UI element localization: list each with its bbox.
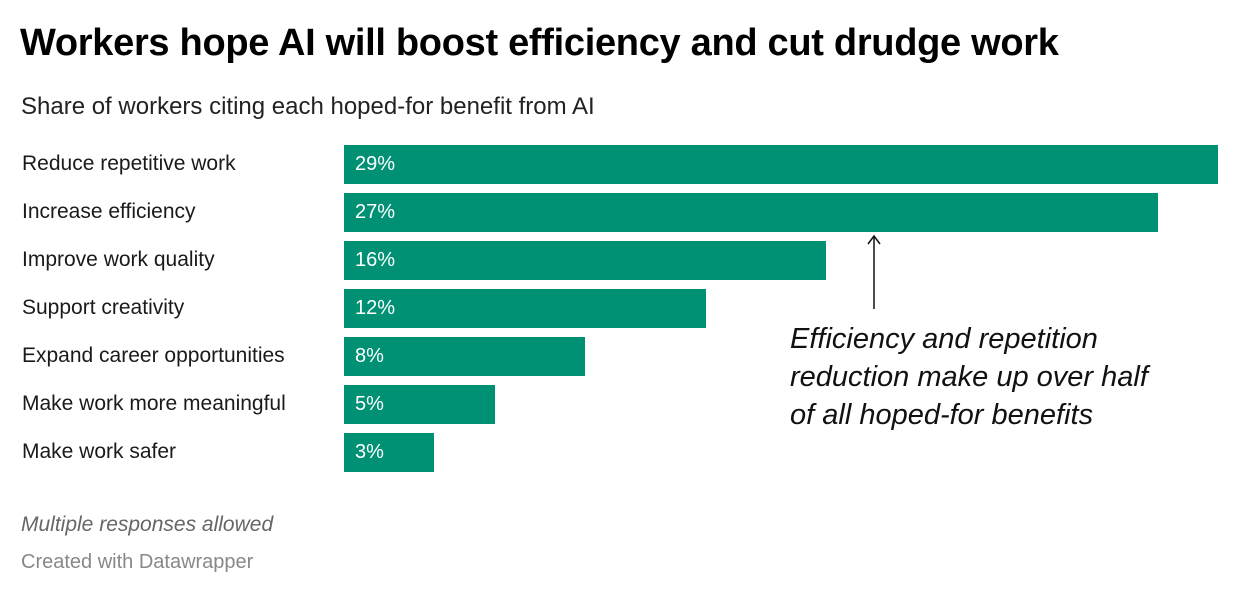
value-label: 29% <box>355 153 396 175</box>
category-label: Increase efficiency <box>22 200 196 223</box>
category-label: Support creativity <box>22 296 185 319</box>
value-label: 12% <box>355 297 396 319</box>
bar <box>344 193 1158 232</box>
category-label: Reduce repetitive work <box>22 152 236 175</box>
value-label: 16% <box>355 249 396 271</box>
value-label: 27% <box>355 201 396 223</box>
bar <box>344 385 495 424</box>
category-label: Improve work quality <box>22 248 215 271</box>
bar <box>344 433 435 472</box>
bar <box>344 289 706 328</box>
chart-title: Workers hope AI will boost efficiency an… <box>20 22 1059 64</box>
value-label: 8% <box>355 345 384 367</box>
category-label: Expand career opportunities <box>22 344 285 367</box>
bar <box>344 241 827 280</box>
annotation-arrow-icon <box>867 234 881 309</box>
annotation-text: Efficiency and repetition reduction make… <box>790 323 1148 431</box>
bar <box>344 337 586 376</box>
value-label: 3% <box>355 441 384 463</box>
chart-note: Multiple responses allowed <box>21 513 274 536</box>
bar <box>344 145 1218 184</box>
value-label: 5% <box>355 393 384 415</box>
category-label: Make work safer <box>22 440 177 463</box>
chart-subtitle: Share of workers citing each hoped-for b… <box>21 93 595 120</box>
category-label: Make work more meaningful <box>22 392 286 415</box>
credit-link[interactable]: Created with Datawrapper <box>21 551 254 573</box>
